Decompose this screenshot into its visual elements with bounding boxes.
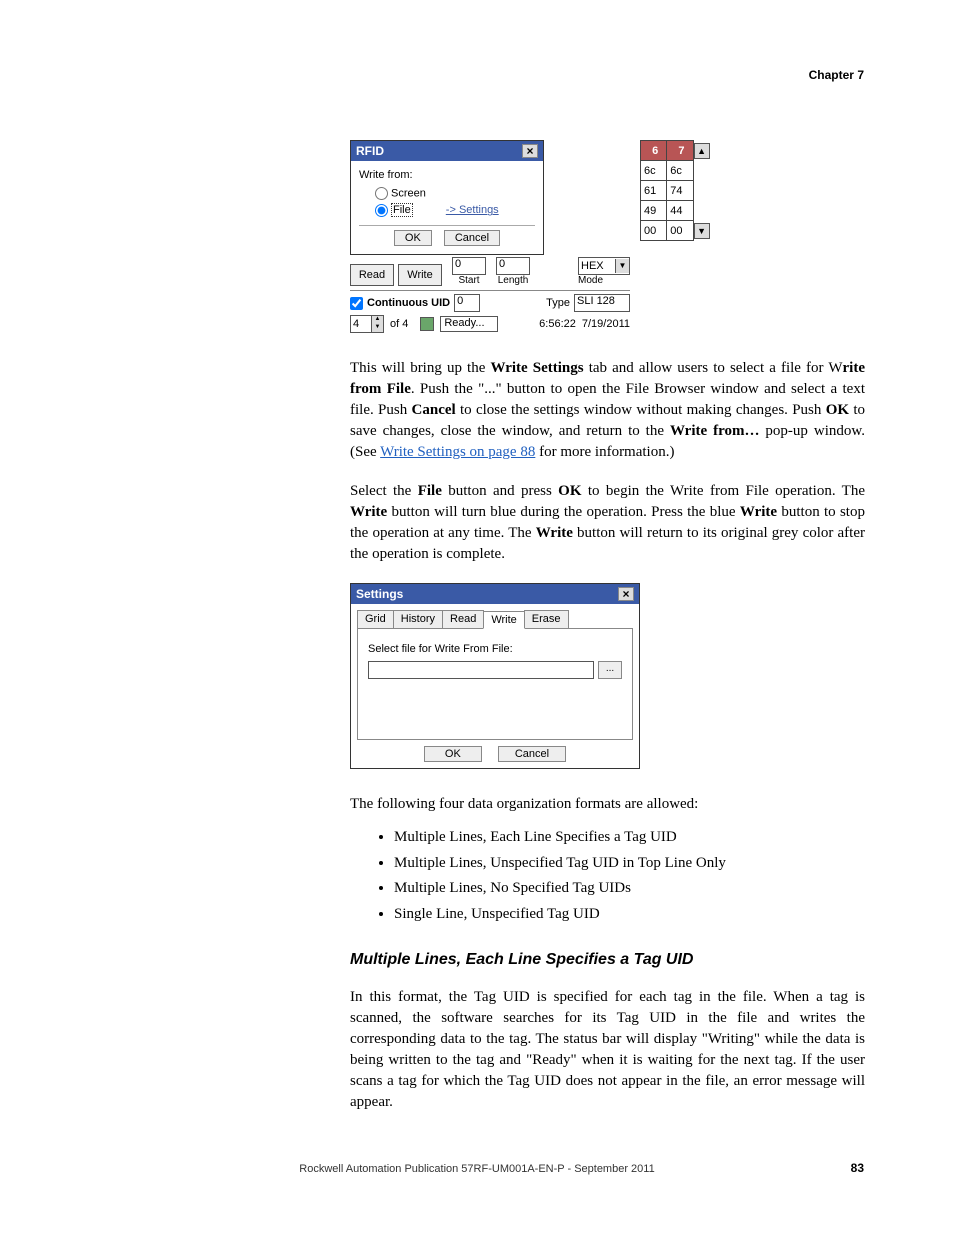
grid-header: 6	[641, 141, 667, 161]
list-item: Multiple Lines, Each Line Specifies a Ta…	[394, 825, 865, 851]
paragraph-file-operation: Select the File button and press OK to b…	[350, 481, 865, 565]
continuous-label: Continuous UID	[367, 297, 450, 309]
scroll-down-icon[interactable]: ▼	[694, 223, 710, 239]
footer-text: Rockwell Automation Publication 57RF-UM0…	[0, 1163, 954, 1175]
write-from-label: Write from:	[359, 169, 535, 181]
page-of-label: of 4	[390, 318, 408, 330]
settings-link[interactable]: -> Settings	[446, 204, 499, 216]
chevron-down-icon[interactable]: ▼	[615, 259, 629, 273]
paragraph-format-description: In this format, the Tag UID is specified…	[350, 987, 865, 1113]
hex-grid: 6 7 ▲ 6c6c 6174 4944 0000▼	[640, 140, 720, 241]
radio-file-input[interactable]	[375, 204, 388, 217]
radio-file[interactable]: File -> Settings	[375, 204, 535, 217]
mode-value: HEX	[581, 260, 604, 272]
settings-ok-button[interactable]: OK	[424, 746, 482, 762]
continuous-checkbox[interactable]	[350, 297, 363, 310]
page-value: 4	[351, 316, 371, 332]
spinner-down-icon[interactable]: ▼	[372, 324, 383, 332]
time-label: 6:56:22	[539, 318, 576, 330]
close-icon[interactable]: ×	[618, 587, 634, 601]
grid-cell[interactable]: 6c	[667, 161, 693, 181]
tab-read[interactable]: Read	[442, 610, 484, 628]
grid-cell[interactable]: 6c	[641, 161, 667, 181]
tab-write[interactable]: Write	[483, 611, 524, 629]
read-button[interactable]: Read	[350, 264, 394, 286]
rfid-title: RFID	[356, 144, 384, 158]
length-input[interactable]: 0	[496, 257, 530, 275]
page-spinner[interactable]: 4 ▲ ▼	[350, 315, 384, 333]
start-input[interactable]: 0	[452, 257, 486, 275]
list-item: Single Line, Unspecified Tag UID	[394, 902, 865, 928]
file-path-input[interactable]	[368, 661, 594, 679]
rfid-titlebar: RFID ×	[351, 141, 543, 161]
chapter-header: Chapter 7	[809, 68, 864, 82]
grid-cell[interactable]: 44	[667, 201, 693, 221]
ok-button[interactable]: OK	[394, 230, 432, 246]
status-indicator	[420, 317, 434, 331]
tab-history[interactable]: History	[393, 610, 443, 628]
type-input[interactable]: SLI 128	[574, 294, 630, 312]
mode-label: Mode	[578, 275, 630, 286]
start-label: Start	[458, 275, 479, 286]
grid-cell[interactable]: 74	[667, 181, 693, 201]
write-button[interactable]: Write	[398, 264, 442, 286]
paragraph-formats-intro: The following four data organization for…	[350, 794, 865, 815]
radio-file-label: File	[391, 203, 413, 217]
browse-button[interactable]: ...	[598, 661, 622, 679]
spinner-up-icon[interactable]: ▲	[372, 316, 383, 324]
cancel-button[interactable]: Cancel	[444, 230, 500, 246]
radio-screen-label: Screen	[391, 187, 426, 199]
settings-title: Settings	[356, 587, 403, 601]
write-settings-link[interactable]: Write Settings on page 88	[380, 444, 535, 460]
radio-screen[interactable]: Screen	[375, 187, 535, 200]
settings-tabs: Grid History Read Write Erase	[357, 610, 633, 629]
grid-cell[interactable]: 00	[641, 221, 667, 241]
scroll-up-icon[interactable]: ▲	[694, 143, 710, 159]
type-label: Type	[546, 297, 570, 309]
mode-select[interactable]: HEX ▼	[578, 257, 630, 275]
rfid-dialog: RFID × Write from: Screen File -> Settin…	[350, 140, 544, 255]
grid-cell[interactable]: 49	[641, 201, 667, 221]
format-list: Multiple Lines, Each Line Specifies a Ta…	[394, 825, 865, 927]
paragraph-write-settings: This will bring up the Write Settings ta…	[350, 358, 865, 463]
list-item: Multiple Lines, No Specified Tag UIDs	[394, 876, 865, 902]
length-label: Length	[498, 275, 529, 286]
tab-erase[interactable]: Erase	[524, 610, 569, 628]
page-number: 83	[851, 1161, 864, 1175]
close-icon[interactable]: ×	[522, 144, 538, 158]
tab-grid[interactable]: Grid	[357, 610, 394, 628]
select-file-label: Select file for Write From File:	[368, 643, 622, 655]
grid-cell[interactable]: 00	[667, 221, 693, 241]
status-text: Ready...	[440, 316, 497, 332]
date-label: 7/19/2011	[582, 318, 630, 330]
grid-cell[interactable]: 61	[641, 181, 667, 201]
settings-dialog: Settings × Grid History Read Write Erase…	[350, 583, 640, 769]
list-item: Multiple Lines, Unspecified Tag UID in T…	[394, 851, 865, 877]
radio-screen-input[interactable]	[375, 187, 388, 200]
grid-header: 7	[667, 141, 693, 161]
subsection-heading: Multiple Lines, Each Line Specifies a Ta…	[350, 951, 865, 969]
settings-cancel-button[interactable]: Cancel	[498, 746, 566, 762]
continuous-uid-input[interactable]: 0	[454, 294, 480, 312]
settings-titlebar: Settings ×	[351, 584, 639, 604]
